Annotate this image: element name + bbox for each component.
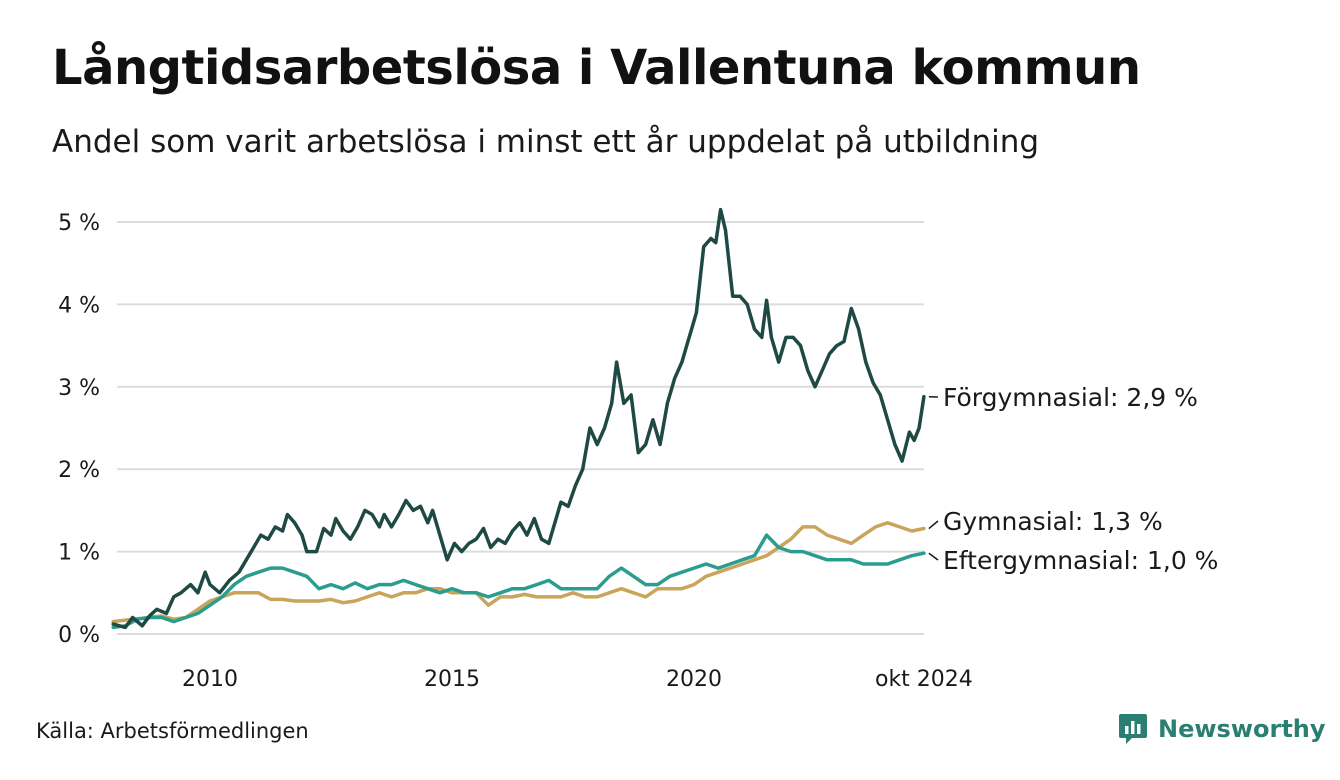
- y-tick-label: 2 %: [58, 458, 100, 483]
- y-tick-label: 5 %: [58, 211, 100, 236]
- y-tick-label: 4 %: [58, 293, 100, 318]
- x-tick-label: 2020: [666, 667, 722, 692]
- source-note: Källa: Arbetsförmedlingen: [36, 719, 309, 743]
- chart-subtitle: Andel som varit arbetslösa i minst ett å…: [52, 124, 1040, 160]
- series-line-eftergymnasial: [111, 533, 926, 630]
- end-label-leader: [928, 552, 939, 561]
- y-tick-label: 3 %: [58, 376, 100, 401]
- end-label-förgymnasial: Förgymnasial: 2,9 %: [943, 383, 1198, 412]
- y-tick-label: 1 %: [58, 541, 100, 566]
- x-tick-label: 2010: [182, 667, 238, 692]
- chart-title: Långtidsarbetslösa i Vallentuna kommun: [52, 40, 1141, 96]
- x-tick-label: okt 2024: [875, 667, 973, 692]
- x-tick-label: 2015: [424, 667, 480, 692]
- y-tick-label: 0 %: [58, 623, 100, 648]
- end-label-gymnasial: Gymnasial: 1,3 %: [943, 507, 1163, 536]
- series-line-gymnasial: [111, 521, 926, 624]
- newsworthy-logo-icon: [1119, 714, 1147, 744]
- end-label-leader: [928, 520, 939, 530]
- brand-name: Newsworthy: [1158, 715, 1326, 743]
- brand-logo[interactable]: Newsworthy: [1118, 712, 1326, 746]
- end-label-eftergymnasial: Eftergymnasial: 1,0 %: [943, 546, 1218, 575]
- series-line-förgymnasial: [111, 207, 926, 630]
